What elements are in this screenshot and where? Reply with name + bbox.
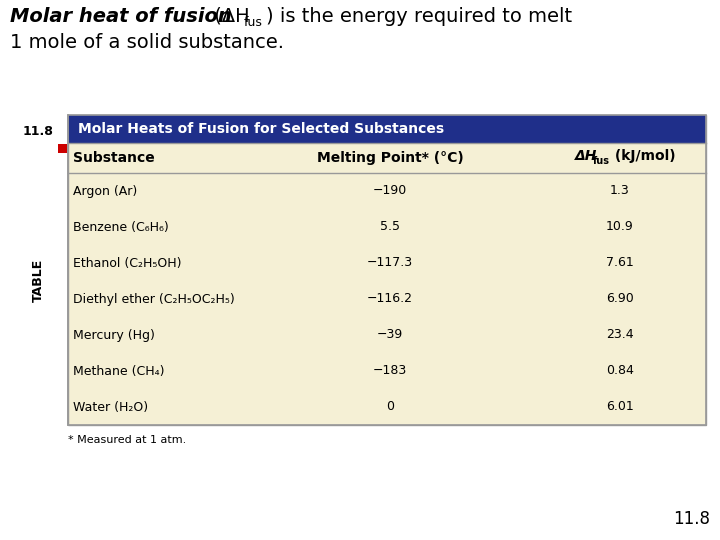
Text: Mercury (Hg): Mercury (Hg) [73, 328, 155, 341]
Text: Water (H₂O): Water (H₂O) [73, 401, 148, 414]
Text: ΔH: ΔH [575, 149, 598, 163]
Text: Melting Point* (°C): Melting Point* (°C) [317, 151, 464, 165]
Text: −39: −39 [377, 328, 403, 341]
Text: Benzene (C₆H₆): Benzene (C₆H₆) [73, 220, 168, 233]
Text: 7.61: 7.61 [606, 256, 634, 269]
Text: TABLE: TABLE [32, 258, 45, 302]
Text: −183: −183 [373, 364, 407, 377]
Text: fus: fus [244, 16, 263, 29]
Bar [58, 144, 66, 152]
Bar [68, 115, 706, 143]
Text: fus: fus [593, 156, 610, 166]
Text: * Measured at 1 atm.: * Measured at 1 atm. [68, 435, 186, 445]
Text: (kJ/mol): (kJ/mol) [610, 149, 675, 163]
Text: 5.5: 5.5 [380, 220, 400, 233]
Text: 11.8: 11.8 [22, 125, 53, 138]
Text: 11.8: 11.8 [673, 510, 710, 528]
Text: 10.9: 10.9 [606, 220, 634, 233]
Text: −117.3: −117.3 [367, 256, 413, 269]
Text: 0: 0 [386, 401, 394, 414]
Text: 0.84: 0.84 [606, 364, 634, 377]
Text: Diethyl ether (C₂H₅OC₂H₅): Diethyl ether (C₂H₅OC₂H₅) [73, 293, 235, 306]
Text: Ethanol (C₂H₅OH): Ethanol (C₂H₅OH) [73, 256, 181, 269]
Text: Methane (CH₄): Methane (CH₄) [73, 364, 164, 377]
Bar [68, 115, 706, 425]
Text: Molar Heats of Fusion for Selected Substances: Molar Heats of Fusion for Selected Subst… [78, 122, 444, 136]
Text: −116.2: −116.2 [367, 293, 413, 306]
Text: 1 mole of a solid substance.: 1 mole of a solid substance. [10, 33, 284, 52]
Bar [68, 115, 706, 425]
Text: 6.01: 6.01 [606, 401, 634, 414]
Text: ) is the energy required to melt: ) is the energy required to melt [266, 7, 572, 26]
Text: Argon (Ar): Argon (Ar) [73, 185, 138, 198]
Text: Molar heat of fusion: Molar heat of fusion [10, 7, 232, 26]
Text: Substance: Substance [73, 151, 155, 165]
Text: (ΔH: (ΔH [208, 7, 250, 26]
Text: 23.4: 23.4 [606, 328, 634, 341]
Text: 6.90: 6.90 [606, 293, 634, 306]
Text: 1.3: 1.3 [610, 185, 630, 198]
Text: −190: −190 [373, 185, 407, 198]
